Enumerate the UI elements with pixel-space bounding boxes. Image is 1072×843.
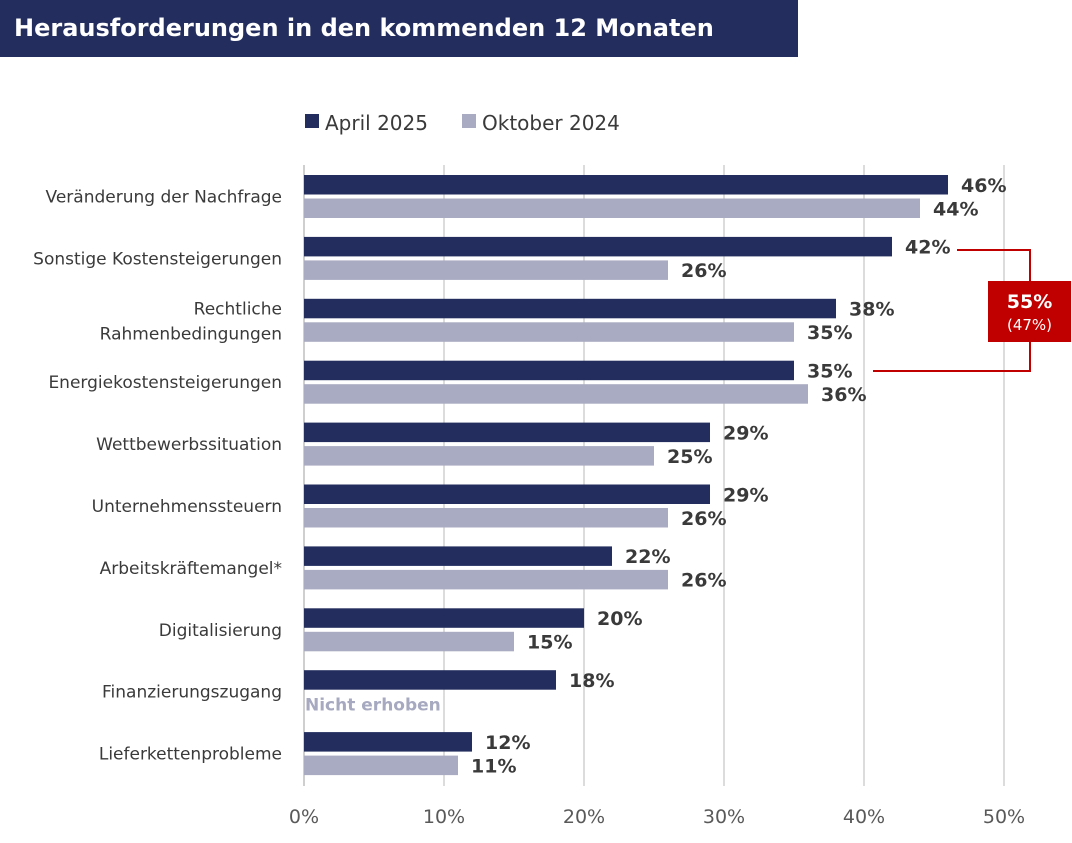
- value-label: 20%: [597, 608, 642, 630]
- bar-april-2025: [304, 608, 584, 628]
- bar-april-2025: [304, 175, 948, 195]
- not-surveyed-note: Nicht erhoben: [305, 695, 441, 715]
- bar-oktober-2024: [304, 260, 668, 280]
- value-label: 22%: [625, 546, 670, 568]
- bar-oktober-2024: [304, 755, 458, 776]
- bar-oktober-2024: [304, 198, 920, 218]
- x-tick-label: 30%: [703, 806, 745, 828]
- bar-oktober-2024: [304, 508, 668, 528]
- category-label: Sonstige Kostensteigerungen: [33, 249, 282, 269]
- bar-april-2025: [304, 670, 556, 690]
- value-label: 46%: [961, 175, 1006, 197]
- legend-swatch: [462, 114, 476, 128]
- category-label: Rechtliche: [194, 299, 282, 319]
- category-label: Rahmenbedingungen: [100, 324, 282, 344]
- bar-oktober-2024: [304, 446, 654, 466]
- value-label: 12%: [485, 732, 530, 754]
- bar-oktober-2024: [304, 631, 514, 652]
- category-label: Digitalisierung: [159, 621, 282, 641]
- category-label: Wettbewerbssituation: [96, 435, 282, 455]
- bar-april-2025: [304, 484, 710, 504]
- category-label: Arbeitskräftemangel*: [100, 559, 282, 579]
- callout-box: [988, 281, 1071, 342]
- bar-april-2025: [304, 546, 612, 566]
- x-tick-label: 20%: [563, 806, 605, 828]
- value-label: 44%: [933, 198, 978, 220]
- category-label: Lieferkettenprobleme: [99, 745, 282, 765]
- x-tick-label: 50%: [983, 806, 1025, 828]
- bar-april-2025: [304, 236, 892, 257]
- bar-oktober-2024: [304, 322, 794, 342]
- bar-oktober-2024: [304, 569, 668, 590]
- category-label: Finanzierungszugang: [102, 683, 282, 703]
- chart-title: Herausforderungen in den kommenden 12 Mo…: [0, 0, 798, 57]
- category-label: Unternehmenssteuern: [92, 497, 282, 517]
- bar-april-2025: [304, 298, 836, 319]
- bar-april-2025: [304, 422, 710, 443]
- value-label: 26%: [681, 570, 726, 592]
- value-label: 35%: [807, 322, 852, 344]
- value-label: 25%: [667, 446, 712, 468]
- category-label: Energiekostensteigerungen: [48, 373, 282, 393]
- legend-label: Oktober 2024: [482, 111, 620, 135]
- bar-april-2025: [304, 732, 472, 752]
- x-tick-label: 40%: [843, 806, 885, 828]
- value-label: 26%: [681, 508, 726, 530]
- callout-value: 55%: [1007, 291, 1052, 313]
- value-label: 29%: [723, 484, 768, 506]
- callout-previous-value: (47%): [1007, 316, 1052, 334]
- value-label: 42%: [905, 237, 950, 259]
- value-label: 29%: [723, 422, 768, 444]
- value-label: 36%: [821, 384, 866, 406]
- legend-swatch: [305, 114, 319, 128]
- value-label: 11%: [471, 755, 516, 777]
- value-label: 18%: [569, 670, 614, 692]
- value-label: 35%: [807, 360, 852, 382]
- value-label: 38%: [849, 299, 894, 321]
- legend-label: April 2025: [325, 111, 428, 135]
- x-tick-label: 0%: [289, 806, 319, 828]
- value-label: 26%: [681, 260, 726, 282]
- category-label: Veränderung der Nachfrage: [46, 188, 282, 208]
- bar-oktober-2024: [304, 384, 808, 404]
- bar-april-2025: [304, 360, 794, 381]
- x-tick-label: 10%: [423, 806, 465, 828]
- value-label: 15%: [527, 632, 572, 654]
